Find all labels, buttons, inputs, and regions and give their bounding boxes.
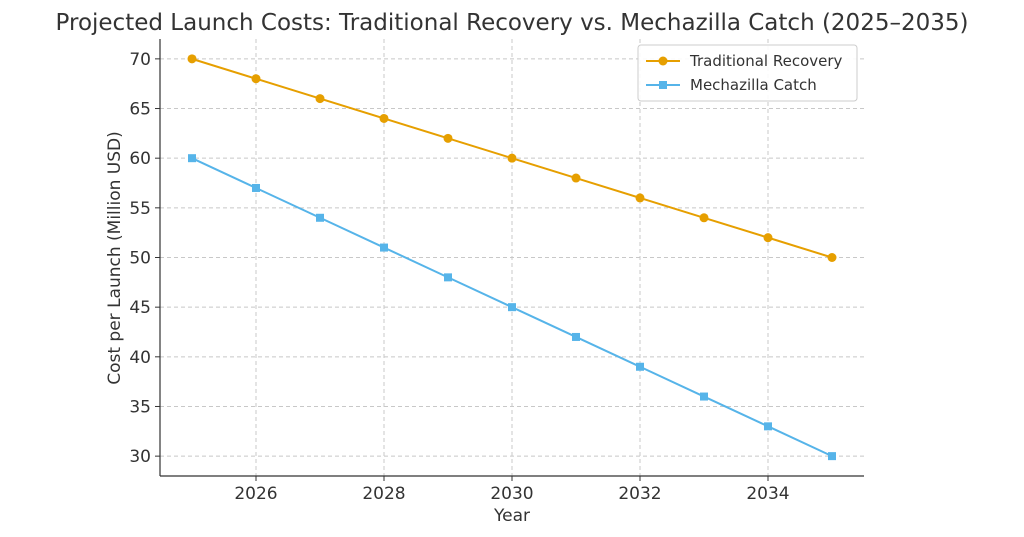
- data-point: [252, 74, 261, 83]
- data-point: [444, 134, 453, 143]
- y-tick-label: 40: [129, 348, 151, 368]
- data-point: [572, 333, 580, 341]
- data-point: [572, 174, 581, 183]
- x-tick-label: 2028: [362, 484, 405, 504]
- data-point: [508, 303, 516, 311]
- legend-label-mechazilla: Mechazilla Catch: [690, 76, 817, 94]
- y-tick-label: 55: [129, 199, 151, 219]
- legend-marker-traditional: [659, 57, 668, 66]
- y-tick-label: 35: [129, 397, 151, 417]
- data-point: [828, 452, 836, 460]
- x-axis-title: Year: [493, 506, 530, 526]
- y-tick-label: 30: [129, 447, 151, 467]
- chart-title: Projected Launch Costs: Traditional Reco…: [56, 10, 969, 36]
- data-point: [508, 154, 517, 163]
- data-point: [700, 213, 709, 222]
- grid: [160, 39, 864, 476]
- data-point: [444, 273, 452, 281]
- data-point: [636, 363, 644, 371]
- y-tick-label: 70: [129, 50, 151, 70]
- y-tick-label: 65: [129, 100, 151, 120]
- x-tick-label: 2026: [234, 484, 277, 504]
- y-ticks: 30 35 40 45 50 55 60 65 70: [129, 50, 160, 467]
- y-tick-label: 60: [129, 149, 151, 169]
- y-tick-label: 45: [129, 298, 151, 318]
- data-point: [764, 233, 773, 242]
- y-tick-label: 50: [129, 249, 151, 269]
- data-point: [764, 422, 772, 430]
- legend-label-traditional: Traditional Recovery: [689, 52, 843, 70]
- x-tick-label: 2034: [746, 484, 789, 504]
- data-point: [700, 393, 708, 401]
- x-tick-label: 2030: [490, 484, 533, 504]
- x-tick-label: 2032: [618, 484, 661, 504]
- x-ticks: 2026 2028 2030 2032 2034: [234, 476, 789, 504]
- legend: Traditional Recovery Mechazilla Catch: [638, 45, 857, 101]
- line-chart: Projected Launch Costs: Traditional Reco…: [0, 0, 1024, 537]
- data-point: [252, 184, 260, 192]
- chart-container: Projected Launch Costs: Traditional Reco…: [0, 0, 1024, 537]
- data-point: [316, 94, 325, 103]
- data-point: [828, 253, 837, 262]
- data-point: [188, 54, 197, 63]
- data-point: [380, 114, 389, 123]
- y-axis-title: Cost per Launch (Million USD): [105, 131, 125, 385]
- data-point: [316, 214, 324, 222]
- data-point: [636, 193, 645, 202]
- data-point: [188, 154, 196, 162]
- data-point: [380, 244, 388, 252]
- legend-marker-mechazilla: [659, 81, 667, 89]
